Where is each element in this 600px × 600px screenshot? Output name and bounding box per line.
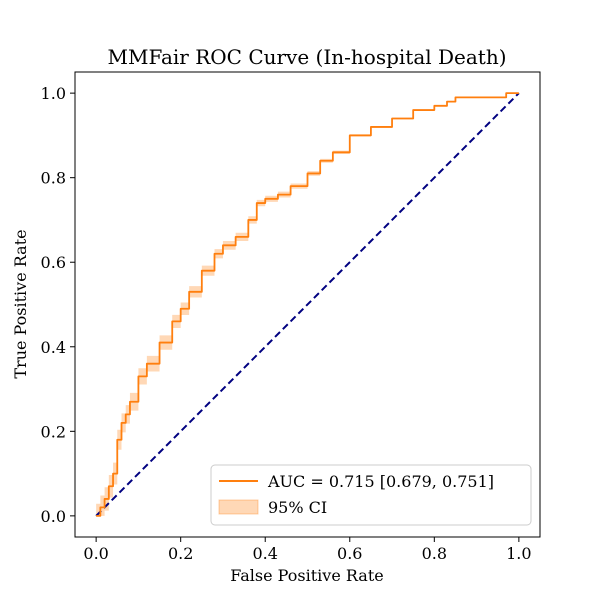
y-tick-label: 0.6 [41,253,66,272]
legend-roc-label: AUC = 0.715 [0.679, 0.751] [267,472,494,491]
y-tick-label: 0.2 [41,422,66,441]
y-axis: 0.0 0.2 0.4 0.6 0.8 1.0 [41,84,75,526]
chart-title: MMFair ROC Curve (In-hospital Death) [107,45,506,69]
ci-band-layer [96,93,519,516]
x-tick-label: 0.6 [337,544,362,563]
roc-curve-layer [96,92,519,517]
y-tick-label: 0.4 [41,338,66,357]
x-axis: 0.0 0.2 0.4 0.6 0.8 1.0 [83,537,532,563]
legend-box [210,464,532,526]
plot-frame [74,71,541,538]
chance-line-layer [95,92,520,517]
x-tick-label: 0.8 [422,544,447,563]
ci-band [96,93,519,516]
x-tick-label: 0.0 [83,544,108,563]
y-tick-label: 0.0 [41,507,66,526]
x-tick-label: 0.2 [168,544,193,563]
legend-ci-label: 95% CI [268,498,327,517]
y-tick-label: 1.0 [41,84,66,103]
legend: AUC = 0.715 [0.679, 0.751] 95% CI [210,464,532,526]
x-tick-label: 0.4 [253,544,278,563]
legend-ci-swatch [218,499,259,515]
y-tick-label: 0.8 [41,169,66,188]
chance-line [95,92,520,517]
roc-curve [96,92,519,517]
x-tick-label: 1.0 [506,544,531,563]
y-axis-label: True Positive Rate [11,229,30,378]
x-axis-label: False Positive Rate [230,566,384,585]
